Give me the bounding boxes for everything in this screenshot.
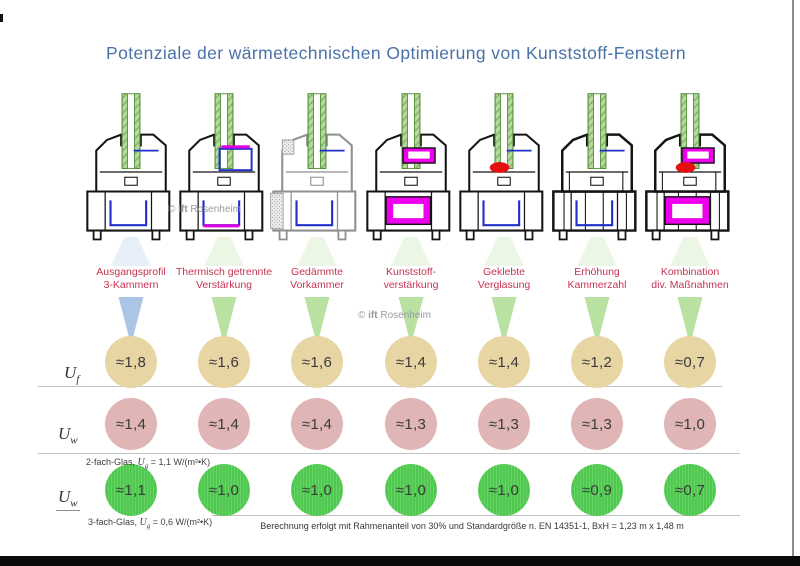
value-circle-uf: ≈1,6 (198, 336, 250, 388)
column-label-line: Verglasung (477, 279, 531, 291)
window-profile-3-chambers-icon (82, 92, 180, 243)
screen-edge-artifact (0, 14, 3, 22)
copyright-icon: © (358, 310, 366, 321)
pointer-cone-icon (584, 297, 610, 338)
value-circle-uw2: ≈1,3 (478, 398, 530, 450)
column-label-line: Erhöhung (574, 266, 620, 278)
ift-rosenheim-watermark: © ift Rosenheim (168, 204, 241, 215)
ift-rosenheim-watermark: © ift Rosenheim (358, 310, 431, 321)
column-label: Erhöhung Kammerzahl (532, 266, 662, 292)
column-label: Gedämmte Vorkammer (252, 266, 382, 292)
value-circle-uw3: ≈1,0 (198, 464, 250, 516)
window-profile-thermal-break-icon (175, 92, 273, 243)
column-label-line: verstärkung (383, 279, 439, 291)
pointer-cone-icon (491, 297, 517, 338)
value-circle-uf: ≈0,7 (664, 336, 716, 388)
column-label: Thermisch getrennte Verstärkung (159, 266, 289, 292)
row-subtitle-uw2: 2-fach-Glas, Ug = 1,1 W/(m²•K) (86, 457, 211, 470)
row-symbol-uw2: Uw (58, 424, 78, 447)
window-profile-insulated-prechamber-icon (268, 92, 366, 243)
value-circle-uw3: ≈1,1 (105, 464, 157, 516)
column-label-line: Geklebte (482, 266, 526, 278)
value-circle-uw2: ≈1,0 (664, 398, 716, 450)
bottom-border-bar (0, 556, 800, 566)
column-label: Ausgangsprofil 3-Kammern (66, 266, 196, 292)
value-circle-uw3: ≈0,9 (571, 464, 623, 516)
row-symbol-uw3: Uw (56, 487, 80, 512)
column-label-line: Thermisch getrennte (175, 266, 273, 278)
column-label: Kunststoff-verstärkung (346, 266, 476, 292)
column-label-line: Kammerzahl (567, 279, 627, 291)
value-circle-uw2: ≈1,4 (291, 398, 343, 450)
value-circle-uw2: ≈1,3 (571, 398, 623, 450)
calculation-footnote: Berechnung erfolgt mit Rahmenanteil von … (260, 521, 684, 531)
value-circle-uf: ≈1,4 (385, 336, 437, 388)
value-circle-uf: ≈1,2 (571, 336, 623, 388)
column-label-line: Kunststoff- (386, 266, 436, 278)
value-circle-uw3: ≈1,0 (385, 464, 437, 516)
row-divider-line (212, 515, 740, 516)
column-label-line: Kombination (660, 266, 720, 278)
right-border-line (792, 0, 794, 556)
value-circle-uw2: ≈1,4 (105, 398, 157, 450)
value-circle-uf: ≈1,6 (291, 336, 343, 388)
column-label: Kombination div. Maßnahmen (625, 266, 755, 292)
column-label: Geklebte Verglasung (439, 266, 569, 292)
column-label-line: div. Maßnahmen (651, 279, 729, 291)
pointer-cone-icon (118, 297, 144, 338)
value-circle-uf: ≈1,8 (105, 336, 157, 388)
value-circle-uw3: ≈1,0 (291, 464, 343, 516)
column-label-line: Ausgangsprofil (96, 266, 166, 278)
value-circle-uw2: ≈1,4 (198, 398, 250, 450)
window-profile-combination-icon (641, 92, 739, 243)
window-profile-glued-glazing-icon (455, 92, 553, 243)
pointer-cone-icon (677, 297, 703, 338)
row-subtitle-uw3: 3-fach-Glas, Ug = 0,6 W/(m²•K) (88, 517, 213, 530)
row-divider-line (38, 386, 722, 387)
window-profile-more-chambers-icon (548, 92, 646, 243)
row-symbol-uf: Uf (64, 363, 80, 386)
pointer-cone-icon (304, 297, 330, 338)
value-circle-uw2: ≈1,3 (385, 398, 437, 450)
column-label-line: 3-Kammern (103, 279, 159, 291)
value-circle-uf: ≈1,4 (478, 336, 530, 388)
value-circle-uw3: ≈0,7 (664, 464, 716, 516)
copyright-icon: © (168, 204, 176, 215)
column-label-line: Verstärkung (195, 279, 253, 291)
column-label-line: Vorkammer (290, 279, 344, 291)
column-label-line: Gedämmte (291, 266, 343, 278)
pointer-cone-icon (211, 297, 237, 338)
row-divider-line (38, 453, 740, 454)
slide-title: Potenziale der wärmetechnischen Optimier… (106, 42, 686, 63)
value-circle-uw3: ≈1,0 (478, 464, 530, 516)
window-profile-plastic-reinforcement-icon (362, 92, 460, 243)
